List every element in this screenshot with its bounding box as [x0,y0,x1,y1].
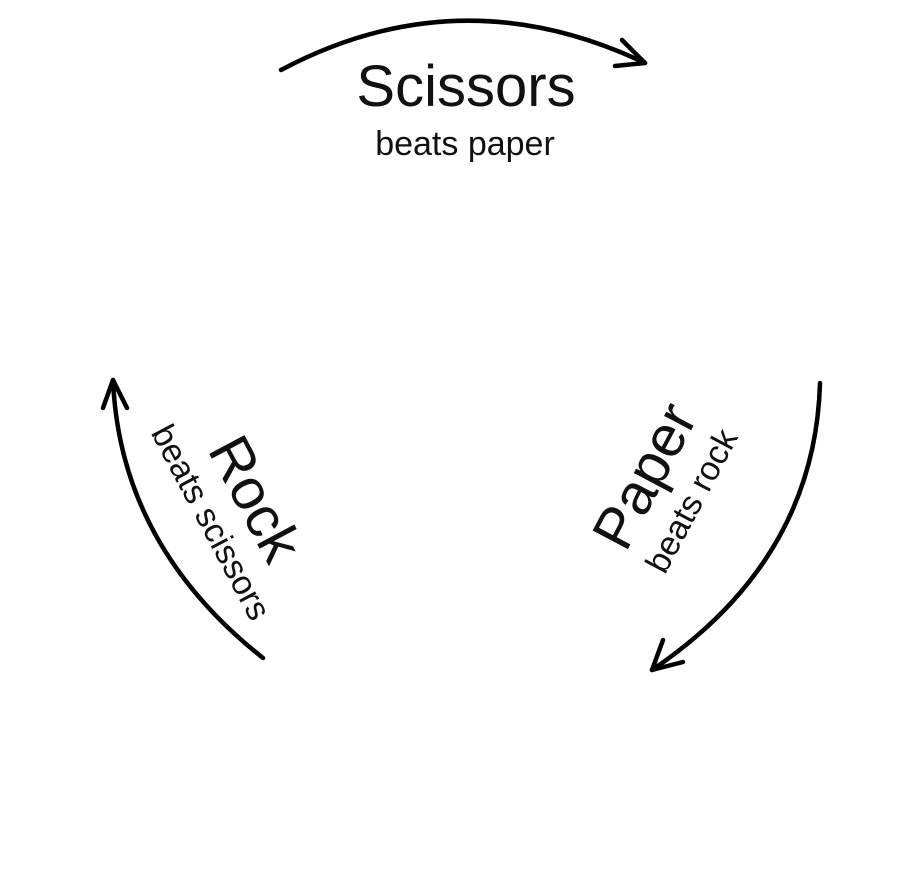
scissors-subtitle: beats paper [375,125,555,163]
arc-right [649,380,823,673]
scissors-title: Scissors [356,54,575,119]
arrow-left [100,377,266,661]
label-rock: Rock beats scissors [143,419,315,627]
label-scissors: Scissors beats paper [356,54,575,163]
arrow-top [278,18,648,73]
arc-left [110,377,266,661]
arc-top [278,18,648,73]
arrow-right [649,380,823,673]
arrowhead-right [649,637,686,673]
label-paper: Paper beats rock [580,392,746,579]
arrowhead-top [612,37,648,69]
arrowhead-left [100,377,130,411]
